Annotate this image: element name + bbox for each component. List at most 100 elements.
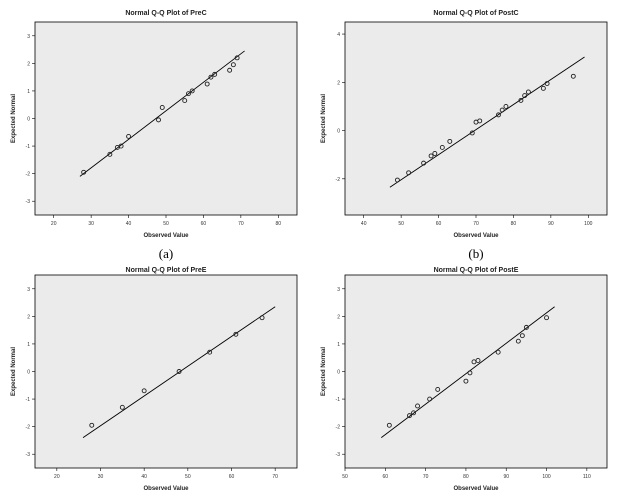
data-point (503, 103, 509, 109)
data-point (522, 93, 528, 99)
y-tick-label: 2 (27, 61, 30, 67)
data-point (471, 359, 477, 365)
x-tick-label: 30 (88, 221, 94, 227)
chart-title: Normal Q-Q Plot of PostE (434, 267, 519, 274)
data-point (477, 118, 483, 124)
data-point (525, 89, 531, 95)
plot-area (34, 21, 298, 216)
data-point (523, 324, 529, 330)
y-tick-label: 0 (27, 370, 30, 376)
data-point (496, 112, 501, 118)
data-point (204, 81, 210, 87)
qq-plot-poste: Normal Q-Q Plot of PostE 50 60 70 80 90 100 110… (321, 267, 608, 492)
x-tick-label: 80 (463, 474, 469, 480)
data-point (208, 74, 214, 80)
y-tick-label: 2 (337, 314, 340, 320)
x-tick-label: 70 (423, 474, 429, 480)
data-point (119, 404, 125, 410)
x-tick-label: 70 (238, 221, 244, 227)
y-tick-label: -3 (26, 199, 31, 205)
x-axis-label: Observed Value (143, 486, 189, 492)
data-point (189, 88, 195, 94)
data-point (540, 85, 546, 91)
x-tick-label: 50 (163, 221, 169, 227)
x-tick-label: 100 (542, 474, 551, 480)
data-point (463, 378, 469, 384)
y-axis-label: Expected Normal (11, 94, 17, 143)
x-tick-label: 20 (54, 474, 60, 480)
data-point (227, 67, 233, 73)
data-point (469, 130, 475, 136)
chart-title: Normal Q-Q Plot of PreE (126, 267, 207, 274)
reference-line (389, 56, 585, 188)
plot-area (344, 274, 608, 469)
data-point (475, 358, 481, 363)
data-point (435, 386, 441, 392)
data-point (544, 81, 550, 86)
y-tick-label: 3 (27, 287, 30, 293)
data-point (182, 98, 188, 104)
data-point (212, 71, 218, 77)
data-point (234, 55, 240, 61)
panel-caption: (b) (468, 246, 483, 261)
y-tick-label: -2 (26, 425, 31, 431)
data-point (495, 349, 501, 355)
y-tick-label: 4 (337, 32, 340, 38)
data-point (467, 370, 473, 376)
data-point (432, 151, 438, 156)
data-point (519, 333, 525, 339)
data-point (447, 138, 453, 144)
y-tick-label: 0 (337, 370, 340, 376)
x-tick-label: 60 (383, 474, 389, 480)
y-tick-label: -1 (26, 144, 31, 150)
data-point (159, 105, 165, 110)
y-tick-label: 3 (337, 287, 340, 293)
x-tick-label: 40 (141, 474, 147, 480)
x-axis-label: Observed Value (143, 233, 189, 239)
x-tick-label: 60 (201, 221, 207, 227)
y-axis-label: Expected Normal (321, 94, 327, 143)
x-tick-label: 70 (272, 474, 278, 480)
data-point (118, 143, 124, 149)
y-tick-label: 2 (27, 314, 30, 320)
chart-title: Normal Q-Q Plot of PreC (125, 10, 206, 17)
x-tick-label: 70 (473, 221, 479, 227)
data-point (415, 403, 421, 409)
y-tick-label: 1 (27, 342, 30, 348)
y-tick-label: 0 (337, 129, 340, 135)
y-tick-label: 2 (337, 80, 340, 86)
data-point (394, 177, 400, 183)
data-point (407, 413, 412, 419)
data-point (230, 62, 236, 68)
x-tick-label: 90 (503, 474, 509, 480)
x-tick-label: 40 (126, 221, 132, 227)
x-tick-label: 30 (98, 474, 104, 480)
data-point (176, 369, 182, 374)
reference-line (79, 50, 245, 177)
data-point (570, 73, 576, 79)
data-point (259, 315, 265, 321)
plot-area (34, 274, 298, 469)
y-axis-label: Expected Normal (321, 347, 327, 396)
x-tick-label: 50 (185, 474, 191, 480)
x-tick-label: 110 (583, 474, 591, 480)
data-point (515, 338, 521, 344)
y-tick-label: 1 (27, 89, 30, 95)
x-tick-label: 20 (51, 221, 57, 227)
x-tick-label: 50 (398, 221, 404, 227)
x-tick-label: 60 (229, 474, 235, 480)
data-point (81, 169, 87, 175)
data-point (421, 160, 427, 166)
data-point (126, 133, 132, 139)
y-tick-label: -2 (336, 425, 341, 431)
data-point (141, 388, 147, 394)
reference-line (82, 306, 276, 439)
x-tick-label: 60 (436, 221, 442, 227)
y-tick-label: -1 (336, 397, 341, 403)
data-point (518, 97, 524, 103)
data-point (186, 91, 191, 97)
x-tick-label: 100 (584, 221, 593, 227)
x-tick-label: 80 (511, 221, 517, 227)
